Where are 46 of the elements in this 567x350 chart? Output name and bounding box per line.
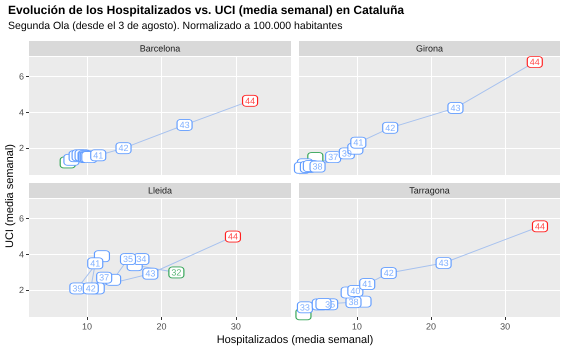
x-tick-label: 30 [500, 322, 510, 332]
annotation: 37 [328, 152, 338, 162]
y-axis-title: UCI (media semanal) [4, 144, 16, 248]
y-tick-label: 2 [18, 143, 24, 154]
x-tick-label: 20 [426, 322, 436, 332]
y-tick-label: 6 [18, 214, 24, 224]
annotation: 44 [245, 96, 256, 106]
annotation: 44 [228, 232, 238, 242]
annotation: 38 [312, 162, 323, 172]
annotation: 43 [438, 258, 449, 268]
annotation: 44 [530, 57, 540, 68]
x-tick-label: 30 [230, 322, 241, 332]
y-tick-label: 2 [18, 285, 24, 296]
annotation: 41 [353, 138, 364, 148]
annotation: 37 [99, 272, 110, 283]
y-tick-label: 4 [18, 249, 24, 260]
x-tick-label: 20 [156, 322, 166, 332]
chart-title: Lleida [148, 186, 172, 196]
annotation: 34 [136, 254, 146, 264]
text: Segunda Ola (desde el 3 de agosto). Normalizado a 100.000 habitantes [8, 20, 342, 32]
annotation: 39 [72, 283, 82, 294]
annotation: 43 [145, 268, 156, 279]
text: Evolución de los Hospitalizados vs. UCI (media semanal) en Cataluña [8, 3, 404, 17]
x-axis-title: Hospitalizados (media semanal) [216, 334, 374, 346]
annotation: 41 [93, 150, 104, 160]
annotation: 41 [90, 258, 100, 268]
annotation: 43 [180, 120, 190, 130]
annotation: 33 [300, 302, 310, 312]
annotation: 42 [86, 283, 96, 294]
chart-title: Girona [416, 44, 444, 54]
chart-title: Barcelona [140, 44, 180, 54]
annotation: 42 [385, 122, 396, 133]
x-tick-label: 10 [82, 322, 92, 332]
annotation: 41 [362, 279, 372, 290]
annotation: 32 [171, 267, 182, 278]
x-tick-label: 10 [352, 322, 362, 332]
annotation: 38 [348, 297, 359, 308]
annotation: 42 [118, 143, 129, 154]
annotation: 42 [384, 268, 394, 278]
annotation: 40 [350, 286, 360, 296]
y-tick-label: 6 [18, 72, 24, 82]
chart-title: Tarragona [409, 186, 450, 196]
y-tick-label: 4 [18, 107, 24, 118]
annotation: 35 [122, 254, 133, 264]
annotation: 44 [534, 221, 545, 232]
annotation: 43 [450, 102, 460, 113]
